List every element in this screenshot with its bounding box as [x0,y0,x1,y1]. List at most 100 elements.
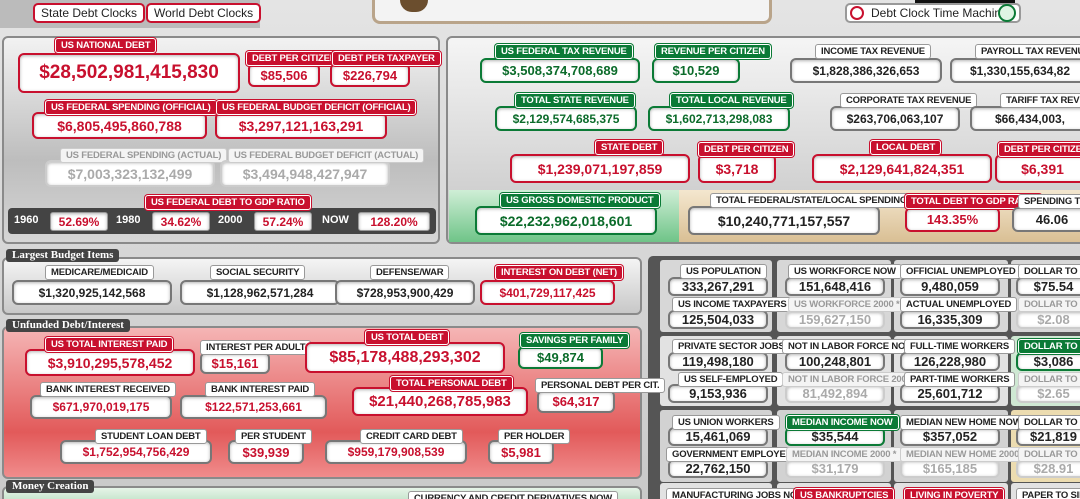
clock-label: SOCIAL SECURITY [210,265,306,280]
clock-label: TOTAL LOCAL REVENUE [670,93,793,108]
clock-value: 126,228,980 [900,352,1000,371]
clock-label: SAVINGS PER FAMILY [520,333,630,348]
clock-value: $66,434,003, [970,106,1080,131]
ratio-value: 52.69% [50,212,108,231]
clock-label: BANK INTEREST PAID [205,382,316,397]
clock-label: TARIFF TAX REVEN [1000,93,1080,108]
clock-label: US TOTAL INTEREST PAID [45,337,174,352]
clock-label: US POPULATION [680,264,767,279]
clock-value: $1,128,962,571,284 [180,280,340,305]
clock-value: 151,648,416 [785,277,885,296]
clock-value: $1,330,155,634,82 [950,58,1080,83]
header-emblem-box [372,0,772,24]
clock-label: US SELF-EMPLOYED [678,372,784,387]
clock-label: DOLLAR TO OI [1018,297,1080,312]
clock-value: $7,003,323,132,499 [45,160,215,187]
clock-value: $263,706,063,107 [830,106,960,131]
clock-value: $1,239,071,197,859 [510,154,690,183]
clock-label: NOT IN LABOR FORCE 2000 * [782,372,924,387]
clock-value: $21,819 [1016,427,1080,446]
forward-icon [998,4,1016,22]
clock-value: $22,232,962,018,601 [475,206,657,235]
ratio-value: 34.62% [152,212,210,231]
clock-value: $671,970,019,175 [30,395,172,419]
state-debt-clocks-button[interactable]: State Debt Clocks [33,3,146,23]
clock-label: TOTAL FEDERAL/STATE/LOCAL SPENDING [710,193,914,208]
ratio-year: 2000 [218,214,243,226]
clock-label: US WORKFORCE NOW [788,264,902,279]
world-debt-clocks-button[interactable]: World Debt Clocks [146,3,262,23]
clock-label: OFFICIAL UNEMPLOYED [900,264,1022,279]
clock-label: ACTUAL UNEMPLOYED [900,297,1018,312]
ratio-year: NOW [322,214,349,226]
time-machine-button[interactable]: Debt Clock Time Machine [845,3,1021,23]
ratio-value: 128.20% [358,212,430,231]
clock-value: 125,504,033 [668,310,768,329]
clock-label: DEFENSE/WAR [370,265,450,280]
clock-value: 143.35% [905,207,1000,232]
clock-label: NOT IN LABOR FORCE NOW [782,339,920,354]
clock-value: 333,267,291 [668,277,768,296]
clock-label: PAYROLL TAX REVENUE [975,44,1080,59]
clock-value: 159,627,150 [785,310,885,329]
clock-label: GOVERNMENT EMPLOYEES [666,447,804,462]
clock-label: PART-TIME WORKERS [904,372,1016,387]
clock-label: FULL-TIME WORKERS [904,339,1015,354]
clock-value: $3,086 [1016,352,1080,371]
clock-label: SPENDING TO G [1018,194,1080,209]
clock-value: $21,440,268,785,983 [352,387,528,416]
clock-label: US WORKFORCE 2000 * [788,297,906,312]
clock-label: DOLLAR TO GO [1018,447,1080,462]
clock-label: PAPER TO SILVE [1016,488,1080,499]
clock-label: MANUFACTURING JOBS NOW [666,488,812,499]
clock-label: MEDIAN INCOME NOW [786,415,899,430]
clock-value: $85,506 [248,63,320,87]
clock-value: $1,752,954,756,429 [60,440,212,464]
clock-value: 16,335,309 [900,310,1000,329]
clock-value: $15,161 [200,352,270,374]
clock-label: PER STUDENT [235,429,312,444]
clock-value: $3,494,948,427,947 [220,160,390,187]
ratio-title: US FEDERAL DEBT TO GDP RATIO [145,195,311,210]
clock-label: STATE DEBT [595,140,664,155]
clock-label: DOLLAR TO SILV [1018,339,1080,354]
clock-label: US UNION WORKERS [672,415,780,430]
clock-label: US TOTAL DEBT [365,330,450,345]
clock-label: TOTAL DEBT TO GDP RATIO [905,194,1042,209]
clock-label: PER HOLDER [498,429,571,444]
clock-label: PRIVATE SECTOR JOBS [672,339,791,354]
section-header: Money Creation [6,480,95,493]
clock-label: US FEDERAL BUDGET DEFICIT (OFFICIAL) [216,100,417,115]
clock-value: $401,729,117,425 [480,280,615,305]
clock-value: $3,910,295,578,452 [25,349,195,376]
clock-label: LOCAL DEBT [870,140,942,155]
clock-label: TOTAL PERSONAL DEBT [390,376,513,391]
clock-value: $85,178,488,293,302 [305,342,505,373]
clock-value: $6,391 [995,154,1080,183]
clock-label: US FEDERAL BUDGET DEFICIT (ACTUAL) [228,148,425,163]
clock-value: $3,297,121,163,291 [215,112,387,139]
clock-label: DEBT PER CITIZEN [998,142,1080,157]
clock-value: 46.06 [1012,207,1080,232]
clock-label: DEBT PER CITIZEN [698,142,795,157]
clock-value: 9,153,936 [668,384,768,403]
clock-value: $3,508,374,708,689 [480,58,640,83]
section-header: Largest Budget Items [6,249,120,262]
clock-value: $5,981 [488,440,554,464]
clock-value: $64,317 [537,390,615,413]
clock-label: US BANKRUPTCIES [794,488,895,499]
ratio-year: 1980 [116,214,141,226]
clock-label: US GROSS DOMESTIC PRODUCT [500,193,660,208]
clock-value: $2.08 [1016,310,1080,329]
clock-value: $122,571,253,661 [180,395,327,419]
clock-value: $3,718 [698,154,776,183]
clock-value: $1,320,925,142,568 [12,280,172,305]
clock-label: US INCOME TAXPAYERS [672,297,793,312]
clock-label: CURRENCY AND CREDIT DERIVATIVES NOW [408,491,618,499]
clock-label: LIVING IN POVERTY [904,488,1005,499]
clock-value: $226,794 [330,63,410,87]
clock-value: $1,602,713,298,083 [648,106,790,131]
clock-label: MEDICARE/MEDICAID [45,265,154,280]
clock-label: PERSONAL DEBT PER CIT. [535,378,666,393]
